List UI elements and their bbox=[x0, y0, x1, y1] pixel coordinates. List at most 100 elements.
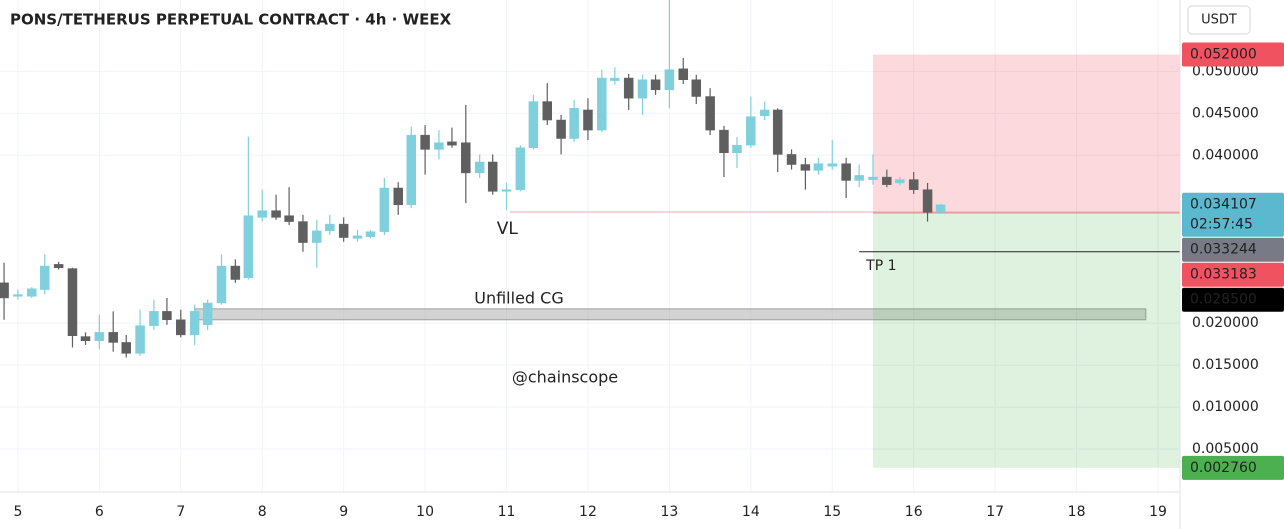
line-label: VL bbox=[497, 219, 519, 239]
x-tick-label: 7 bbox=[176, 504, 185, 520]
position-stop-zone bbox=[872, 54, 1180, 213]
candle-body bbox=[27, 288, 37, 297]
candle-body bbox=[149, 311, 159, 326]
candle-body bbox=[108, 332, 118, 343]
candle-body bbox=[406, 134, 416, 206]
candle-body bbox=[67, 268, 78, 336]
y-tick-label: 0.010000 bbox=[1192, 399, 1259, 415]
price-tag bbox=[1182, 237, 1284, 262]
y-tick-label: 0.005000 bbox=[1192, 441, 1259, 457]
position-target-zone bbox=[872, 212, 1180, 468]
candle-body bbox=[664, 69, 675, 91]
price-tag bbox=[1182, 192, 1284, 237]
candle-body bbox=[461, 142, 471, 174]
candle-body bbox=[487, 161, 498, 192]
candle-body bbox=[922, 189, 933, 213]
candle-body bbox=[637, 79, 648, 99]
candle-body bbox=[298, 221, 308, 243]
price-tag-label: 0.033183 bbox=[1190, 267, 1257, 283]
price-tag-label: 0.034107 bbox=[1190, 197, 1257, 213]
candle-body bbox=[216, 265, 227, 304]
candle-body bbox=[746, 116, 756, 146]
candle-body bbox=[420, 134, 430, 150]
y-tick-label: 0.040000 bbox=[1192, 147, 1259, 163]
price-tag-label: 0.033244 bbox=[1190, 242, 1257, 258]
y-tick-label: 0.020000 bbox=[1192, 315, 1259, 331]
candle-body bbox=[515, 147, 526, 190]
candle-body bbox=[786, 154, 797, 165]
price-tag-label: 0.002760 bbox=[1190, 460, 1257, 476]
price-tag bbox=[1182, 287, 1284, 312]
y-tick-label: 0.015000 bbox=[1192, 357, 1259, 373]
candle-body bbox=[935, 204, 946, 213]
watermark: @chainscope bbox=[512, 368, 618, 387]
x-tick-label: 9 bbox=[339, 504, 348, 520]
currency[interactable]: USDT bbox=[1201, 13, 1237, 28]
candle-body bbox=[176, 319, 186, 336]
grid bbox=[0, 0, 1180, 491]
price-tag-label: 0.052000 bbox=[1190, 47, 1257, 63]
x-tick-label: 6 bbox=[95, 504, 104, 520]
candle-body bbox=[257, 210, 267, 218]
candle-body bbox=[772, 109, 783, 155]
candle-body bbox=[121, 342, 131, 354]
candle-body bbox=[53, 264, 64, 268]
overlay: Unfilled CG VL TP 1 bbox=[194, 54, 1180, 468]
candle-body bbox=[447, 141, 457, 146]
y-tick-label: 0.045000 bbox=[1192, 105, 1259, 121]
candle-body bbox=[813, 163, 824, 171]
candle-body bbox=[854, 175, 864, 181]
price-tag bbox=[1182, 42, 1284, 67]
candle-body bbox=[202, 302, 213, 326]
candle-body bbox=[162, 311, 172, 321]
zone-label: Unfilled CG bbox=[474, 288, 563, 307]
x-tick-label: 5 bbox=[13, 504, 22, 520]
candle-body bbox=[393, 187, 403, 206]
candle-body bbox=[474, 161, 485, 174]
candle-body bbox=[352, 235, 363, 239]
x-tick-label: 17 bbox=[986, 504, 1004, 520]
candle-body bbox=[243, 215, 254, 279]
x-tick-label: 13 bbox=[660, 504, 678, 520]
candle-body bbox=[135, 325, 145, 354]
candle-body bbox=[271, 210, 281, 218]
price-tag-label: 0.028500 bbox=[1190, 292, 1257, 308]
candle-body bbox=[800, 164, 811, 171]
candle-body bbox=[827, 163, 838, 167]
candle-body bbox=[501, 189, 512, 192]
candle-body bbox=[284, 215, 294, 222]
x-tick-label: 10 bbox=[416, 504, 434, 520]
x-tick-label: 14 bbox=[742, 504, 760, 520]
candle-body bbox=[597, 77, 607, 131]
candle-body bbox=[868, 176, 878, 180]
candle-body bbox=[678, 68, 688, 80]
candle-body bbox=[759, 109, 770, 117]
candle-body bbox=[230, 265, 241, 280]
chart-title: PONS/TETHERUS PERPETUAL CONTRACT · 4h · … bbox=[10, 11, 452, 29]
candle-body bbox=[691, 79, 702, 97]
candle-body bbox=[556, 119, 566, 139]
candle-body bbox=[80, 336, 91, 342]
x-tick-label: 8 bbox=[258, 504, 267, 520]
candle-body bbox=[542, 101, 552, 121]
y-tick-label: 0.050000 bbox=[1192, 63, 1259, 79]
x-tick-label: 16 bbox=[905, 504, 923, 520]
candle-body bbox=[0, 282, 9, 299]
price-tag bbox=[1182, 455, 1284, 480]
candle-body bbox=[908, 179, 919, 190]
candle-body bbox=[40, 265, 50, 290]
labels: 0.050000 0.045000 0.040000 0.020000 0.015000… bbox=[13, 42, 1284, 520]
line-label: TP 1 bbox=[865, 258, 896, 274]
countdown: 02:57:45 bbox=[1190, 217, 1253, 233]
candle-body bbox=[895, 179, 905, 184]
x-tick-label: 15 bbox=[823, 504, 841, 520]
candle-body bbox=[610, 77, 620, 81]
candles bbox=[0, 0, 946, 358]
candle-body bbox=[841, 163, 851, 181]
price-tag bbox=[1182, 262, 1284, 287]
currency-box[interactable] bbox=[1187, 5, 1251, 35]
candle-body bbox=[189, 311, 200, 336]
candle-body bbox=[379, 187, 390, 232]
